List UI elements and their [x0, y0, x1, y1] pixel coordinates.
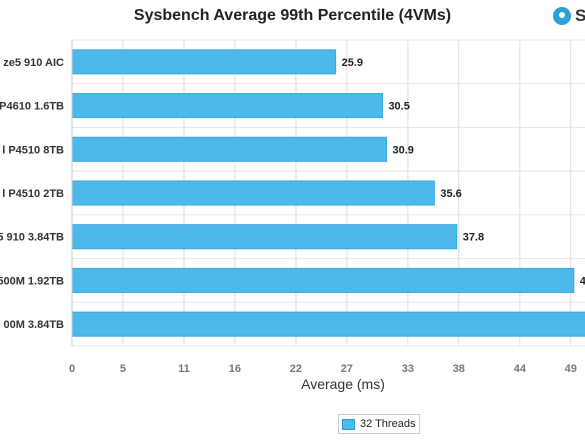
- data-label: 35.6: [440, 188, 461, 200]
- bar[interactable]: [71, 180, 435, 206]
- data-label: 25.9: [342, 57, 363, 69]
- bar[interactable]: [71, 136, 388, 162]
- x-tick-label: 5: [120, 363, 126, 375]
- category-label: ze5 910 AIC: [3, 57, 64, 69]
- category-label: P4610 1.6TB: [0, 101, 64, 113]
- category-label: l P4510 2TB: [2, 188, 64, 200]
- bar[interactable]: [71, 267, 575, 293]
- x-tick-label: 49: [565, 363, 577, 375]
- bar[interactable]: [71, 93, 383, 119]
- x-tick-label: 38: [453, 363, 465, 375]
- legend-swatch: [342, 418, 355, 430]
- brand-logo: S: [553, 6, 585, 26]
- data-label: 49: [580, 275, 585, 287]
- category-label: 00M 3.84TB: [3, 319, 64, 331]
- chart-title: Sysbench Average 99th Percentile (4VMs): [133, 7, 452, 24]
- x-tick-label: 0: [69, 363, 75, 375]
- data-label: 30.5: [388, 101, 409, 113]
- x-tick-label: 33: [402, 363, 414, 375]
- x-tick-label: 44: [514, 363, 527, 375]
- category-label: l P4510 8TB: [2, 144, 64, 156]
- bar[interactable]: [71, 311, 585, 337]
- legend[interactable]: 32 Threads: [338, 414, 421, 434]
- data-label: 37.8: [463, 232, 484, 244]
- bar[interactable]: [71, 49, 337, 75]
- category-label: 500M 1.92TB: [0, 275, 64, 287]
- bar[interactable]: [71, 224, 458, 250]
- logo-text: S: [575, 6, 585, 25]
- x-tick-label: 11: [178, 363, 190, 375]
- logo-icon: [553, 7, 571, 25]
- x-tick-label: 16: [229, 363, 241, 375]
- x-tick-label: 27: [341, 363, 353, 375]
- x-axis-label: Average (ms): [301, 376, 385, 392]
- x-tick-label: 22: [290, 363, 302, 375]
- data-label: 30.9: [393, 144, 414, 156]
- category-label: 5 910 3.84TB: [0, 232, 64, 244]
- legend-label: 32 Threads: [360, 418, 416, 430]
